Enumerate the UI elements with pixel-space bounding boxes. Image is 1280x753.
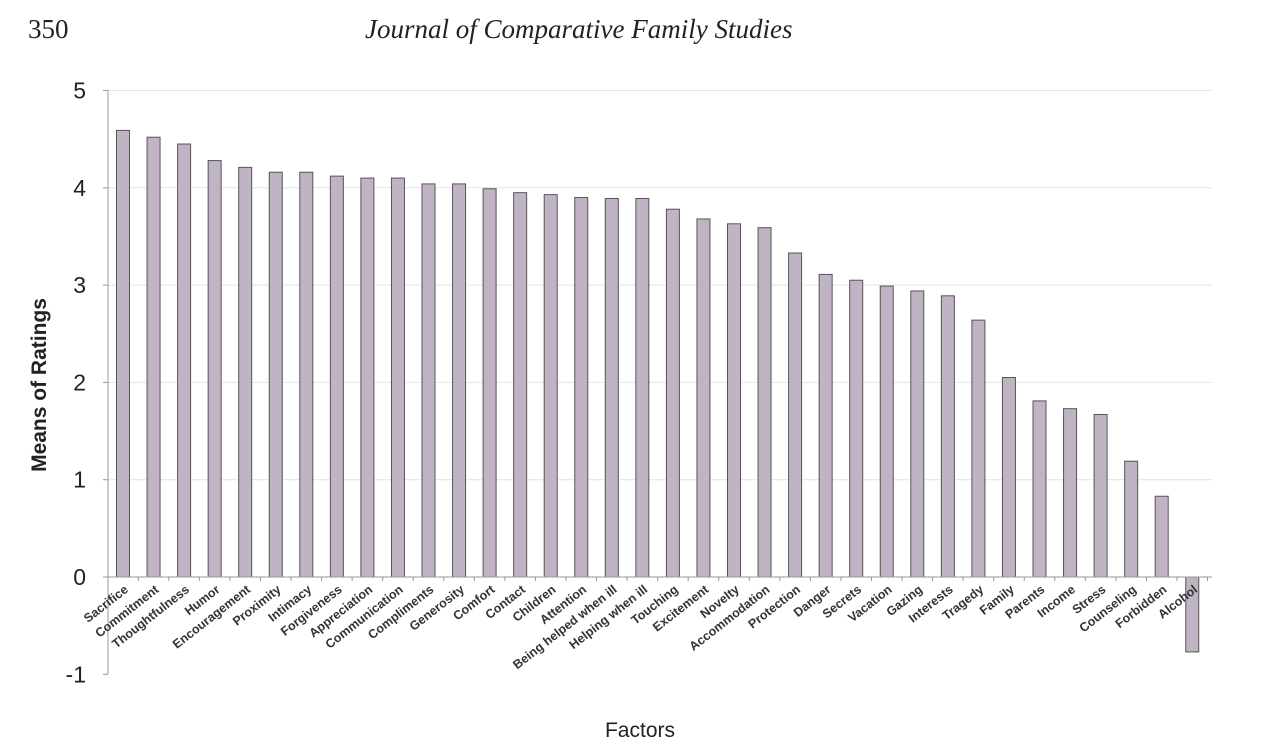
y-tick-label: -1 xyxy=(66,661,86,687)
bar-helping-when-ill xyxy=(635,198,650,578)
bar-accommodation xyxy=(757,227,772,578)
bar-sacrifice xyxy=(116,129,130,578)
bar-touching xyxy=(665,208,680,578)
bar-novelty xyxy=(727,223,741,578)
y-tick-label: 3 xyxy=(73,272,86,298)
bar-secrets xyxy=(849,279,864,578)
bar-parents xyxy=(1032,400,1047,578)
bar-counseling xyxy=(1124,460,1139,578)
bar-being-helped-when-ill xyxy=(604,198,619,578)
bar-income xyxy=(1063,408,1078,578)
x-axis-label: Factors xyxy=(605,719,675,742)
bar-interests xyxy=(940,295,955,578)
bar-intimacy xyxy=(299,171,314,578)
bar-attention xyxy=(574,197,589,578)
y-tick-label: 2 xyxy=(73,369,86,395)
bar-communication xyxy=(390,177,405,578)
bar-compliments xyxy=(421,183,436,578)
y-tick-label: 5 xyxy=(73,78,86,104)
bar-encouragement xyxy=(238,166,253,578)
page-number: 350 xyxy=(28,14,69,44)
bar-stress xyxy=(1093,414,1108,578)
y-tick-label: 1 xyxy=(73,467,86,493)
journal-title: Journal of Comparative Family Studies xyxy=(365,14,793,44)
bar-generosity xyxy=(452,183,467,578)
bar-tragedy xyxy=(971,319,986,578)
bar-commitment xyxy=(146,136,161,578)
bar-children xyxy=(543,194,558,578)
bar-protection xyxy=(788,252,803,578)
bar-vacation xyxy=(879,285,894,578)
y-tick-label: 4 xyxy=(73,175,86,201)
bar-gazing xyxy=(910,290,925,578)
y-axis-label: Means of Ratings xyxy=(28,298,51,472)
y-tick-label: 0 xyxy=(73,564,86,590)
bar-forgiveness xyxy=(329,175,344,578)
bar-appreciation xyxy=(360,177,375,578)
bar-family xyxy=(1001,377,1016,578)
bar-comfort xyxy=(482,188,497,578)
bar-humor xyxy=(207,160,222,578)
bar-excitement xyxy=(696,218,711,578)
bar-proximity xyxy=(268,171,283,578)
bar-contact xyxy=(513,192,528,578)
bar-forbidden xyxy=(1154,495,1169,578)
bar-danger xyxy=(818,273,833,578)
bar-thoughtfulness xyxy=(177,143,192,578)
